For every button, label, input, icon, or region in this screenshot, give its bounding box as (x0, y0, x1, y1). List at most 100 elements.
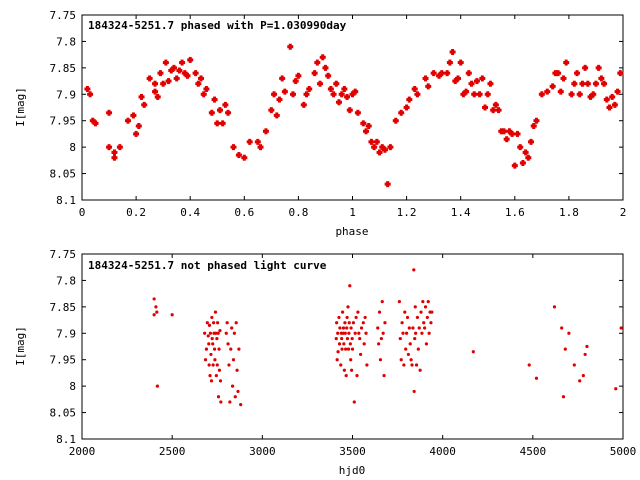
phased-plot-point (194, 70, 198, 77)
phased-plot-point (242, 154, 246, 161)
light-curve-plot-point (552, 305, 557, 309)
light-curve-plot-point (534, 376, 539, 380)
phased-plot-point (223, 101, 227, 108)
phased-plot-point (497, 107, 501, 114)
light-curve-plot-point (170, 313, 174, 317)
light-curve-plot-point (341, 326, 346, 330)
phased-plot-point (291, 91, 295, 98)
phased-plot-point (448, 59, 452, 66)
phased-plot-point (326, 72, 330, 79)
light-curve-plot-point (343, 321, 347, 325)
phased-plot-point (172, 64, 176, 71)
phased-plot-point (126, 117, 130, 124)
phased-plot-point (383, 146, 387, 153)
phased-plot-point (607, 104, 611, 111)
light-curve-plot-point (354, 315, 358, 320)
light-curve-plot-point (226, 342, 230, 346)
phased-plot-point (399, 109, 403, 116)
phased-plot-xtick-label: 0.8 (288, 206, 308, 219)
light-curve-plot-point (204, 347, 209, 351)
phased-plot-xtick-label: 1.8 (559, 206, 579, 219)
light-curve-plot-point (216, 395, 221, 399)
phased-plot-point (183, 70, 187, 77)
phased-plot-point (196, 80, 200, 87)
light-curve-plot-point (563, 347, 567, 351)
light-curve-plot-point (336, 331, 340, 335)
light-curve-plot-point (364, 331, 368, 335)
light-curve-plot-point (233, 395, 237, 399)
light-curve-plot-point (209, 352, 213, 357)
light-curve-plot-point (409, 358, 413, 362)
phased-plot-point (459, 59, 463, 66)
phased-plot-point (589, 93, 593, 100)
phased-plot-ytick-label: 7.9 (56, 88, 76, 101)
light-curve-plot-point (219, 400, 223, 404)
phased-plot-xtick-label: 1 (349, 206, 356, 219)
light-curve-plot-point (377, 310, 382, 314)
light-curve-plot-point (345, 326, 349, 330)
phased-plot-point (602, 80, 606, 87)
light-curve-plot-point (207, 363, 211, 367)
light-curve-plot-point (212, 321, 216, 325)
phased-plot-point (302, 101, 306, 108)
light-curve-plot-point (207, 342, 211, 346)
light-curve-plot-point (235, 368, 239, 372)
light-curve-plot-point (383, 321, 387, 325)
phased-plot-point (486, 91, 490, 98)
phased-plot-point (337, 99, 341, 106)
phased-plot-point (378, 149, 382, 156)
light-curve-plot-ytick-label: 7.85 (50, 301, 77, 314)
light-curve-plot-point (382, 373, 386, 378)
light-curve-plot-point (344, 373, 348, 378)
phased-plot-point (524, 149, 528, 156)
phased-plot-point (107, 109, 111, 116)
light-curve-plot-point (418, 368, 422, 372)
phased-plot-ytick-label: 8 (69, 141, 76, 154)
light-curve-plot-xtick-label: 4000 (429, 445, 456, 458)
phased-plot-point (478, 91, 482, 98)
light-curve-plot-points (152, 268, 623, 407)
light-curve-plot-ytick-label: 7.75 (50, 248, 77, 261)
light-curve-plot-point (347, 331, 351, 335)
light-curve-plot-point (358, 336, 362, 341)
phased-plot-point (137, 123, 141, 129)
light-curve-plot-point (377, 342, 381, 346)
light-curve-plot-point (335, 358, 339, 362)
light-curve-plot-point (349, 368, 354, 372)
light-curve-plot-point (401, 331, 405, 335)
light-curve-plot-xtick-label: 2000 (69, 445, 96, 458)
phased-plot-point (112, 149, 116, 156)
phased-plot-point (483, 104, 487, 111)
light-curve-plot-point (614, 387, 618, 391)
light-curve-plot-point (351, 321, 356, 325)
light-curve-plot-xlabel: hjd0 (339, 464, 366, 477)
phased-plot-point (188, 56, 192, 63)
phased-plot-point (288, 43, 292, 50)
light-curve-plot-point (215, 336, 219, 341)
light-curve-plot-point (412, 268, 416, 272)
phased-plot-xtick-label: 1.2 (397, 206, 417, 219)
light-curve-plot-point (217, 347, 221, 351)
light-curve-plot-point (216, 321, 220, 325)
light-curve-plot-point (560, 326, 564, 330)
phased-plot-ytick-label: 7.95 (50, 115, 77, 128)
phased-plot-point (237, 152, 241, 159)
light-curve-plot-point (471, 350, 475, 354)
light-curve-plot-point (346, 305, 350, 309)
light-curve-plot-ytick-label: 7.9 (56, 327, 76, 340)
light-curve-plot-point (423, 326, 427, 330)
light-curve-plot-point (216, 331, 220, 335)
phased-plot-point (218, 107, 222, 114)
light-curve-plot-point (230, 384, 235, 388)
phased-plot-point (153, 80, 157, 87)
light-curve-plot-point (578, 379, 582, 383)
light-curve-plot-point (425, 315, 429, 320)
phased-plot-point (613, 101, 617, 108)
light-curve-plot-point (356, 310, 360, 314)
light-curve-plot-point (378, 358, 383, 362)
phased-plot-point (488, 80, 492, 87)
light-curve-plot-point (349, 326, 353, 330)
light-curve-plot-point (215, 363, 219, 367)
phased-plot-point (618, 70, 622, 77)
phased-plot-point (532, 123, 536, 129)
